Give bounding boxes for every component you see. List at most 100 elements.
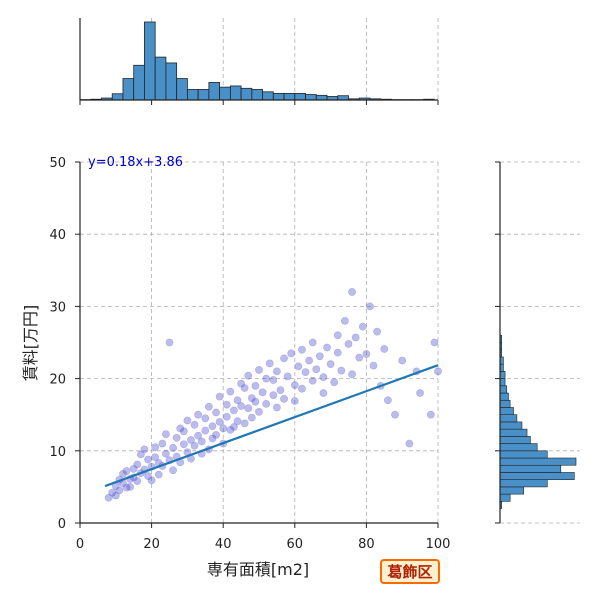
scatter-point xyxy=(337,366,346,375)
scatter-point xyxy=(144,455,152,464)
scatter-point xyxy=(204,402,213,411)
scatter-point xyxy=(226,387,235,396)
scatter-point xyxy=(262,399,271,408)
scatter-point xyxy=(298,384,306,393)
top-histogram-bar xyxy=(186,89,199,101)
scatter-point xyxy=(230,406,238,415)
right-histogram-bar xyxy=(499,399,511,408)
scatter-point xyxy=(140,445,149,454)
right-histogram-bar xyxy=(499,479,548,488)
x-tick-label: 40 xyxy=(215,537,232,552)
scatter-point xyxy=(276,386,285,395)
x-tick-label: 100 xyxy=(426,537,451,552)
right-histogram-bar xyxy=(499,436,531,444)
scatter-point xyxy=(380,345,389,353)
scatter-point xyxy=(348,288,356,296)
right-histogram-bar xyxy=(499,407,514,416)
scatter-point xyxy=(251,381,260,390)
scatter-point xyxy=(391,410,399,419)
top-histogram-bar xyxy=(208,82,221,101)
scatter-point xyxy=(154,470,163,479)
scatter-point xyxy=(426,410,435,419)
scatter-point xyxy=(233,417,242,426)
top-histogram-bar xyxy=(154,56,167,101)
scatter-point xyxy=(190,441,199,450)
scatter-point xyxy=(272,403,281,412)
scatter-point xyxy=(115,486,124,495)
scatter-point xyxy=(287,349,296,358)
right-histogram-bar xyxy=(499,486,524,495)
scatter-point xyxy=(122,467,131,475)
right-histogram-bar xyxy=(499,464,562,473)
right-histogram-bar xyxy=(499,472,575,480)
top-histogram-bar xyxy=(144,21,156,101)
scatter-point xyxy=(158,439,167,448)
scatter-point xyxy=(290,397,299,405)
scatter-point xyxy=(341,316,349,325)
right-histogram-bar xyxy=(499,371,506,379)
scatter-point xyxy=(355,353,364,362)
scatter-point xyxy=(405,439,414,448)
scatter-point xyxy=(169,444,177,452)
scatter-point xyxy=(169,466,177,475)
scatter-point xyxy=(197,437,206,446)
right-histogram-bar xyxy=(499,414,518,423)
top-histogram-bar xyxy=(337,95,349,101)
scatter-point xyxy=(272,367,281,376)
scatter-point xyxy=(280,394,288,403)
regression-equation: y=0.18x+3.86 xyxy=(88,155,183,170)
right-histogram-bar xyxy=(499,392,509,401)
scatter-point xyxy=(212,408,220,417)
scatter-point xyxy=(240,384,249,392)
scatter-point xyxy=(298,345,306,354)
scatter-point xyxy=(258,388,267,397)
top-histogram-bar xyxy=(197,89,210,101)
top-histogram-bar xyxy=(283,92,296,101)
right-histogram-grid xyxy=(500,161,580,524)
scatter-point xyxy=(319,373,328,382)
scatter-point xyxy=(179,440,188,449)
scatter-point xyxy=(366,302,374,311)
top-histogram-bar xyxy=(251,89,263,101)
scatter-point xyxy=(162,449,170,458)
scatter-point xyxy=(301,368,310,377)
scatter-point xyxy=(348,370,356,379)
right-histogram-bar xyxy=(499,378,506,387)
scatter-point xyxy=(222,400,231,409)
scatter-point xyxy=(434,367,442,376)
scatter-point xyxy=(362,350,371,358)
scatter-point xyxy=(416,389,424,397)
scatter-point xyxy=(269,391,278,400)
scatter-point xyxy=(333,348,342,357)
right-histogram-ticks xyxy=(495,161,500,524)
x-axis-ticks: 0 20 40 60 80 100 xyxy=(76,523,451,552)
scatter-point xyxy=(165,338,174,347)
top-histogram-bar xyxy=(219,86,231,101)
scatter-point xyxy=(183,416,192,425)
top-histogram-bar xyxy=(133,64,145,101)
scatter-point xyxy=(244,371,253,380)
scatter-point xyxy=(351,333,360,342)
scatter-point xyxy=(151,453,160,462)
scatter-point xyxy=(373,327,382,336)
x-tick-label: 80 xyxy=(358,537,375,552)
scatter-point xyxy=(330,378,339,387)
right-histogram-bar xyxy=(499,457,577,466)
y-tick-label: 40 xyxy=(49,228,66,243)
scatter-point xyxy=(344,340,353,348)
scatter-point xyxy=(133,477,142,486)
scatter-point xyxy=(233,396,242,405)
y-tick-label: 20 xyxy=(49,373,66,388)
scatter-point xyxy=(194,431,203,440)
scatter-point xyxy=(398,356,407,365)
x-tick-label: 60 xyxy=(287,537,304,552)
top-histogram-bar xyxy=(262,91,274,101)
scatter-point xyxy=(126,482,135,491)
scatter-point xyxy=(147,476,156,485)
x-tick-label: 20 xyxy=(143,537,160,552)
scatter-point xyxy=(219,424,228,433)
scatter-point xyxy=(255,366,263,374)
top-histogram-bar xyxy=(294,92,306,101)
scatter-point xyxy=(308,338,317,347)
